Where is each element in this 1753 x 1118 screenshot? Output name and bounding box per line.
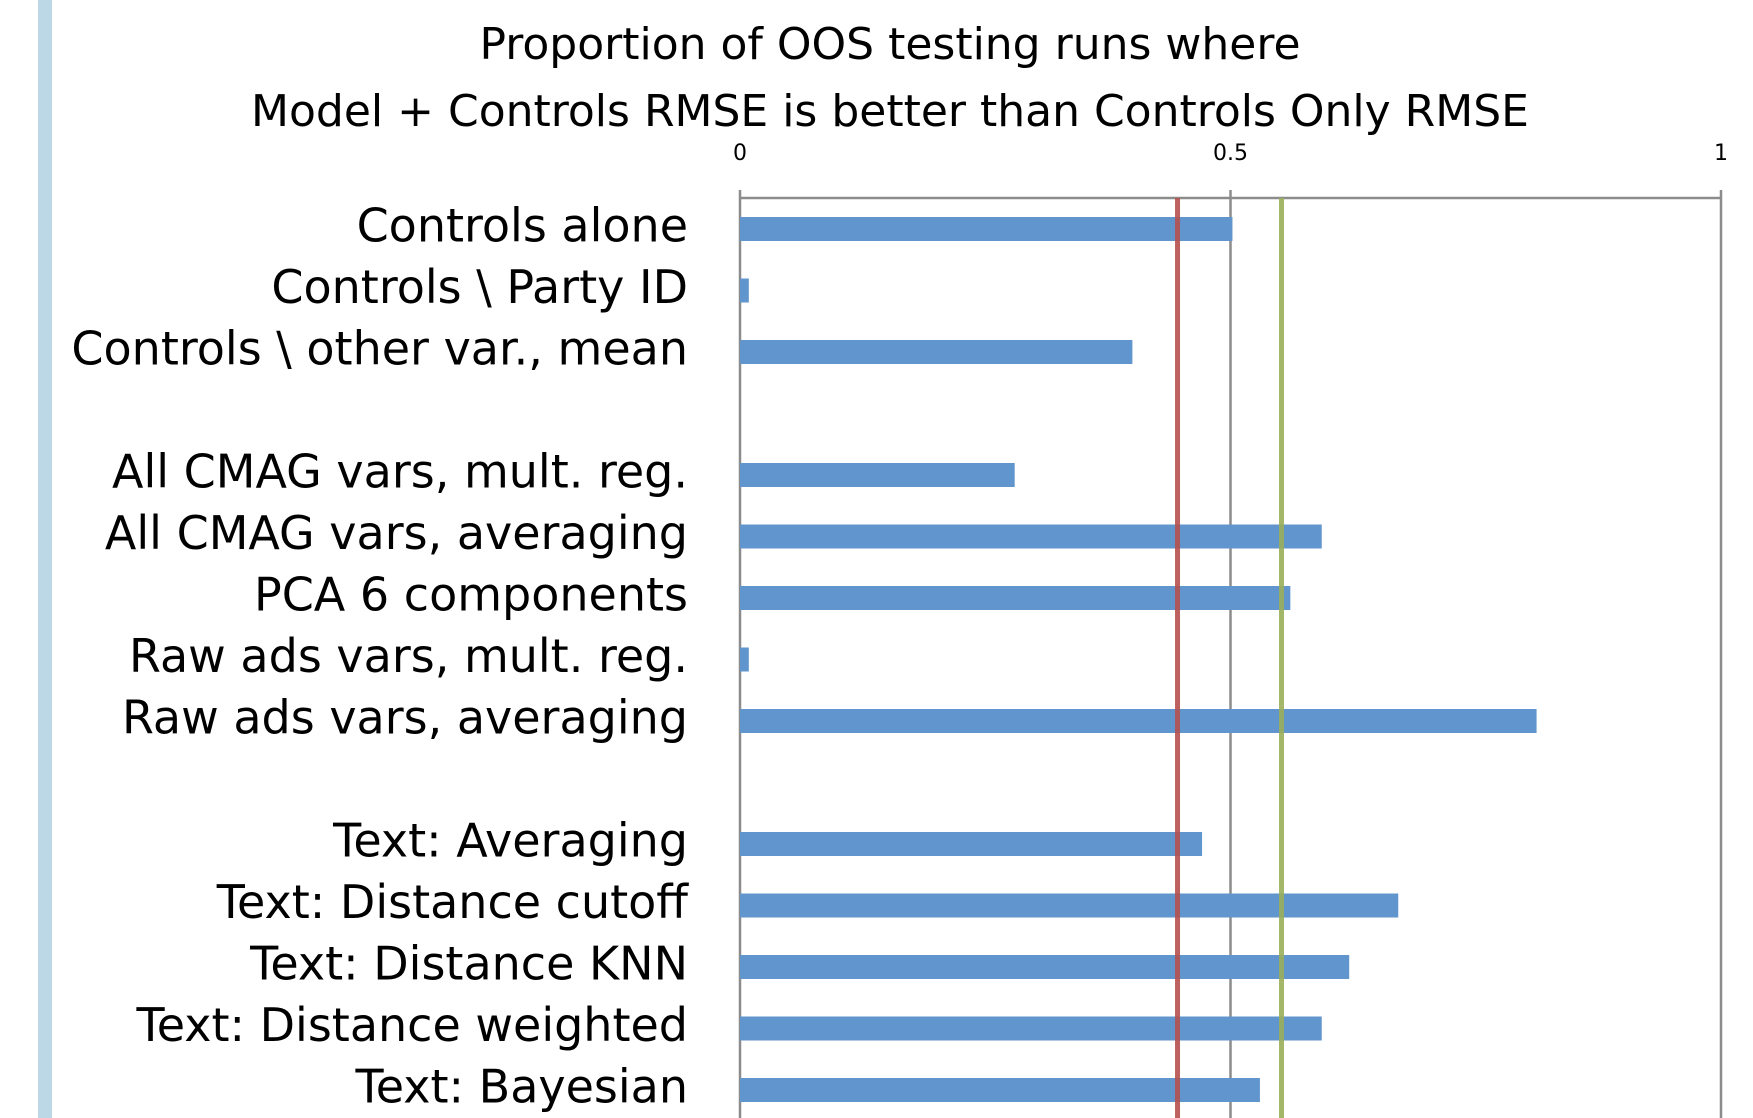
bar xyxy=(740,955,1350,979)
bar xyxy=(740,340,1133,364)
side-stripe xyxy=(38,0,52,1118)
y-tick-label: Controls \ Party ID xyxy=(271,260,688,314)
chart-title: Proportion of OOS testing runs where xyxy=(479,19,1300,70)
x-tick-label: 0 xyxy=(733,141,747,166)
bar xyxy=(740,586,1291,610)
y-tick-label: Raw ads vars, averaging xyxy=(122,691,688,745)
bar xyxy=(740,709,1537,733)
chart-title: Model + Controls RMSE is better than Con… xyxy=(251,86,1529,137)
bar xyxy=(740,893,1399,918)
y-tick-label: Text: Distance weighted xyxy=(135,998,688,1052)
bar xyxy=(740,832,1203,856)
bar xyxy=(740,463,1015,487)
y-tick-label: Text: Averaging xyxy=(332,814,688,868)
y-tick-label: All CMAG vars, mult. reg. xyxy=(112,445,688,499)
bar xyxy=(740,1016,1322,1041)
y-tick-label: Text: Distance cutoff xyxy=(216,875,690,929)
bar xyxy=(740,524,1322,549)
y-tick-label: Controls \ other var., mean xyxy=(71,322,688,376)
bar xyxy=(740,278,749,303)
y-tick-label: Text: Distance KNN xyxy=(249,937,688,991)
bar xyxy=(740,647,749,672)
y-tick-label: Text: Bayesian xyxy=(354,1060,688,1114)
y-tick-label: Controls alone xyxy=(357,199,688,253)
x-tick-label: 0.5 xyxy=(1213,141,1248,166)
y-tick-label: All CMAG vars, averaging xyxy=(105,506,688,560)
y-tick-label: Raw ads vars, mult. reg. xyxy=(129,629,688,683)
x-tick-label: 1 xyxy=(1714,141,1728,166)
bar xyxy=(740,217,1233,241)
bar xyxy=(740,1078,1260,1102)
y-tick-label: PCA 6 components xyxy=(254,568,688,622)
